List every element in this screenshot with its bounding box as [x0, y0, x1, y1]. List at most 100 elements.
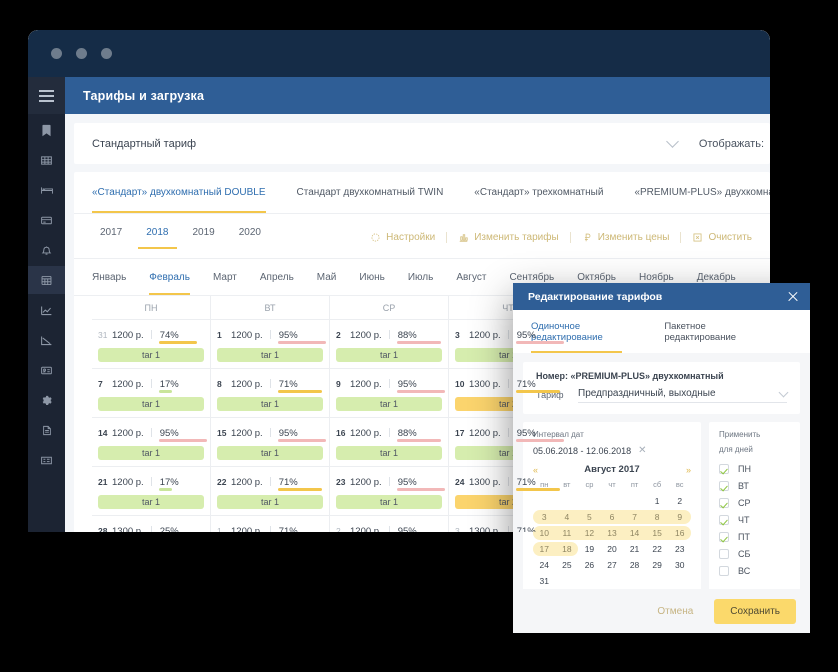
mini-cal-day[interactable]: 13 [600, 526, 624, 540]
mini-cal-day[interactable]: 11 [555, 526, 579, 540]
checkbox-ПН[interactable] [719, 464, 729, 474]
tariff-badge[interactable]: tar 1 [98, 397, 204, 411]
room-tab-0[interactable]: «Стандарт» двухкомнатный DOUBLE [92, 172, 266, 213]
clear-x-icon[interactable]: ✕ [638, 445, 647, 456]
day-checkbox-row-СБ[interactable]: СБ [719, 549, 790, 559]
save-button[interactable]: Сохранить [714, 598, 796, 624]
document-icon[interactable] [28, 416, 65, 444]
calendar-cell[interactable]: 7 1200 р. 17% tar 1 [92, 369, 211, 417]
checkbox-ЧТ[interactable] [719, 515, 729, 525]
mini-cal-day[interactable]: 25 [562, 560, 572, 570]
gear-icon[interactable] [28, 386, 65, 414]
month-tab-Декабрь[interactable]: Декабрь [696, 272, 736, 283]
tariff-select-value[interactable]: Стандартный тариф [92, 137, 197, 150]
year-tab-2017[interactable]: 2017 [100, 227, 123, 238]
prev-month-icon[interactable]: « [533, 464, 539, 475]
tariff-badge[interactable]: tar 1 [217, 446, 323, 460]
checkbox-СБ[interactable] [719, 549, 729, 559]
month-tab-Июнь[interactable]: Июнь [359, 272, 385, 283]
date-range-field[interactable]: 05.06.2018 - 12.06.2018 ✕ [533, 445, 691, 456]
close-icon[interactable] [786, 290, 800, 304]
tariff-badge[interactable]: tar 1 [98, 495, 204, 509]
toolbar-action-2[interactable]: Изменить цены [571, 231, 682, 243]
calendar-cell[interactable]: 1 1200 р. 95% tar 1 [211, 320, 330, 368]
year-tab-2019[interactable]: 2019 [192, 227, 215, 238]
card-icon[interactable] [28, 206, 65, 234]
mini-cal-day[interactable]: 2 [677, 496, 683, 506]
calendar-cell[interactable]: 16 1200 р. 88% tar 1 [330, 418, 449, 466]
mini-cal-day[interactable]: 9 [668, 510, 691, 524]
modal-tab[interactable]: Одиночное редактирование [531, 310, 623, 353]
checkbox-СР[interactable] [719, 498, 729, 508]
mini-cal-day[interactable]: 14 [623, 526, 646, 540]
mini-cal-day[interactable]: 12 [578, 526, 601, 540]
year-tab-2018[interactable]: 2018 [138, 225, 177, 249]
calendar-grid-icon[interactable] [28, 266, 65, 294]
window-minimize-dot[interactable] [76, 48, 87, 59]
mini-cal-day[interactable]: 31 [539, 576, 550, 586]
month-tab-Август[interactable]: Август [456, 272, 487, 283]
window-close-dot[interactable] [51, 48, 62, 59]
calendar-cell[interactable]: 2 1200 р. 88% tar 1 [330, 320, 449, 368]
tariff-badge[interactable]: tar 1 [336, 397, 442, 411]
tariff-badge[interactable]: tar 1 [98, 446, 204, 460]
id-card-icon[interactable] [28, 356, 65, 384]
room-tab-3[interactable]: «PREMIUM-PLUS» двухкомнатный [634, 187, 770, 198]
tariff-badge[interactable]: tar 1 [336, 495, 442, 509]
next-month-icon[interactable]: » [685, 464, 691, 475]
chart-down-icon[interactable] [28, 326, 65, 354]
bell-icon[interactable] [28, 236, 65, 264]
day-checkbox-row-СР[interactable]: СР [719, 498, 790, 508]
mini-cal-day[interactable]: 21 [629, 544, 640, 554]
cancel-button[interactable]: Отмена [657, 605, 694, 617]
room-tab-1[interactable]: Стандарт двухкомнатный TWIN [296, 187, 444, 198]
hamburger-menu-icon[interactable] [28, 77, 65, 114]
mini-cal-day[interactable]: 22 [652, 544, 662, 554]
month-tab-Январь[interactable]: Январь [92, 272, 127, 283]
list-icon[interactable] [28, 446, 65, 474]
month-tab-Июль[interactable]: Июль [407, 272, 434, 283]
day-checkbox-row-ВТ[interactable]: ВТ [719, 481, 790, 491]
day-checkbox-row-ВС[interactable]: ВС [719, 566, 790, 576]
calendar-cell[interactable]: 31 1200 р. 74% tar 1 [92, 320, 211, 368]
tariff-badge[interactable]: tar 1 [217, 397, 323, 411]
day-checkbox-row-ЧТ[interactable]: ЧТ [719, 515, 790, 525]
tariff-badge[interactable]: tar 1 [336, 446, 442, 460]
tariff-badge[interactable]: tar 1 [217, 495, 323, 509]
toolbar-action-1[interactable]: Изменить тарифы [447, 231, 571, 243]
day-checkbox-row-ПТ[interactable]: ПТ [719, 532, 790, 542]
month-tab-Февраль[interactable]: Февраль [149, 259, 190, 295]
mini-cal-day[interactable]: 7 [623, 510, 646, 524]
month-tab-Ноябрь[interactable]: Ноябрь [639, 272, 674, 283]
mini-cal-day[interactable]: 30 [674, 560, 685, 570]
checkbox-ВС[interactable] [719, 566, 729, 576]
mini-cal-day[interactable]: 15 [645, 526, 669, 540]
bookmark-icon[interactable] [28, 116, 65, 144]
day-checkbox-row-ПН[interactable]: ПН [719, 464, 790, 474]
mini-cal-day[interactable]: 17 [533, 542, 556, 556]
room-tab-2[interactable]: «Стандарт» трехкомнатный [474, 187, 604, 198]
mini-cal-day[interactable]: 19 [584, 544, 595, 554]
chart-line-icon[interactable] [28, 296, 65, 324]
calendar-cell[interactable]: 9 1200 р. 95% tar 1 [330, 369, 449, 417]
calendar-cell[interactable]: 21 1200 р. 17% tar 1 [92, 467, 211, 515]
mini-cal-day[interactable]: 20 [607, 544, 617, 554]
calendar-cell[interactable]: 22 1200 р. 71% tar 1 [211, 467, 330, 515]
month-tab-Май[interactable]: Май [316, 272, 337, 283]
chevron-down-icon[interactable] [665, 134, 679, 148]
mini-cal-day[interactable]: 3 [533, 510, 556, 524]
calendar-cell[interactable]: 15 1200 р. 95% tar 1 [211, 418, 330, 466]
mini-cal-day[interactable]: 24 [539, 560, 550, 570]
bed-icon[interactable] [28, 176, 65, 204]
mini-cal-day[interactable]: 6 [600, 510, 624, 524]
toolbar-action-3[interactable]: Очистить [681, 232, 752, 243]
mini-cal-day[interactable]: 18 [555, 542, 579, 556]
mini-cal-day[interactable]: 10 [533, 526, 556, 540]
checkbox-ВТ[interactable] [719, 481, 729, 491]
mini-cal-day[interactable]: 8 [645, 510, 669, 524]
modal-tab[interactable]: Пакетное редактирование [664, 321, 737, 343]
tariff-badge[interactable]: tar 1 [217, 348, 323, 362]
month-tab-Сентябрь[interactable]: Сентябрь [509, 272, 555, 283]
